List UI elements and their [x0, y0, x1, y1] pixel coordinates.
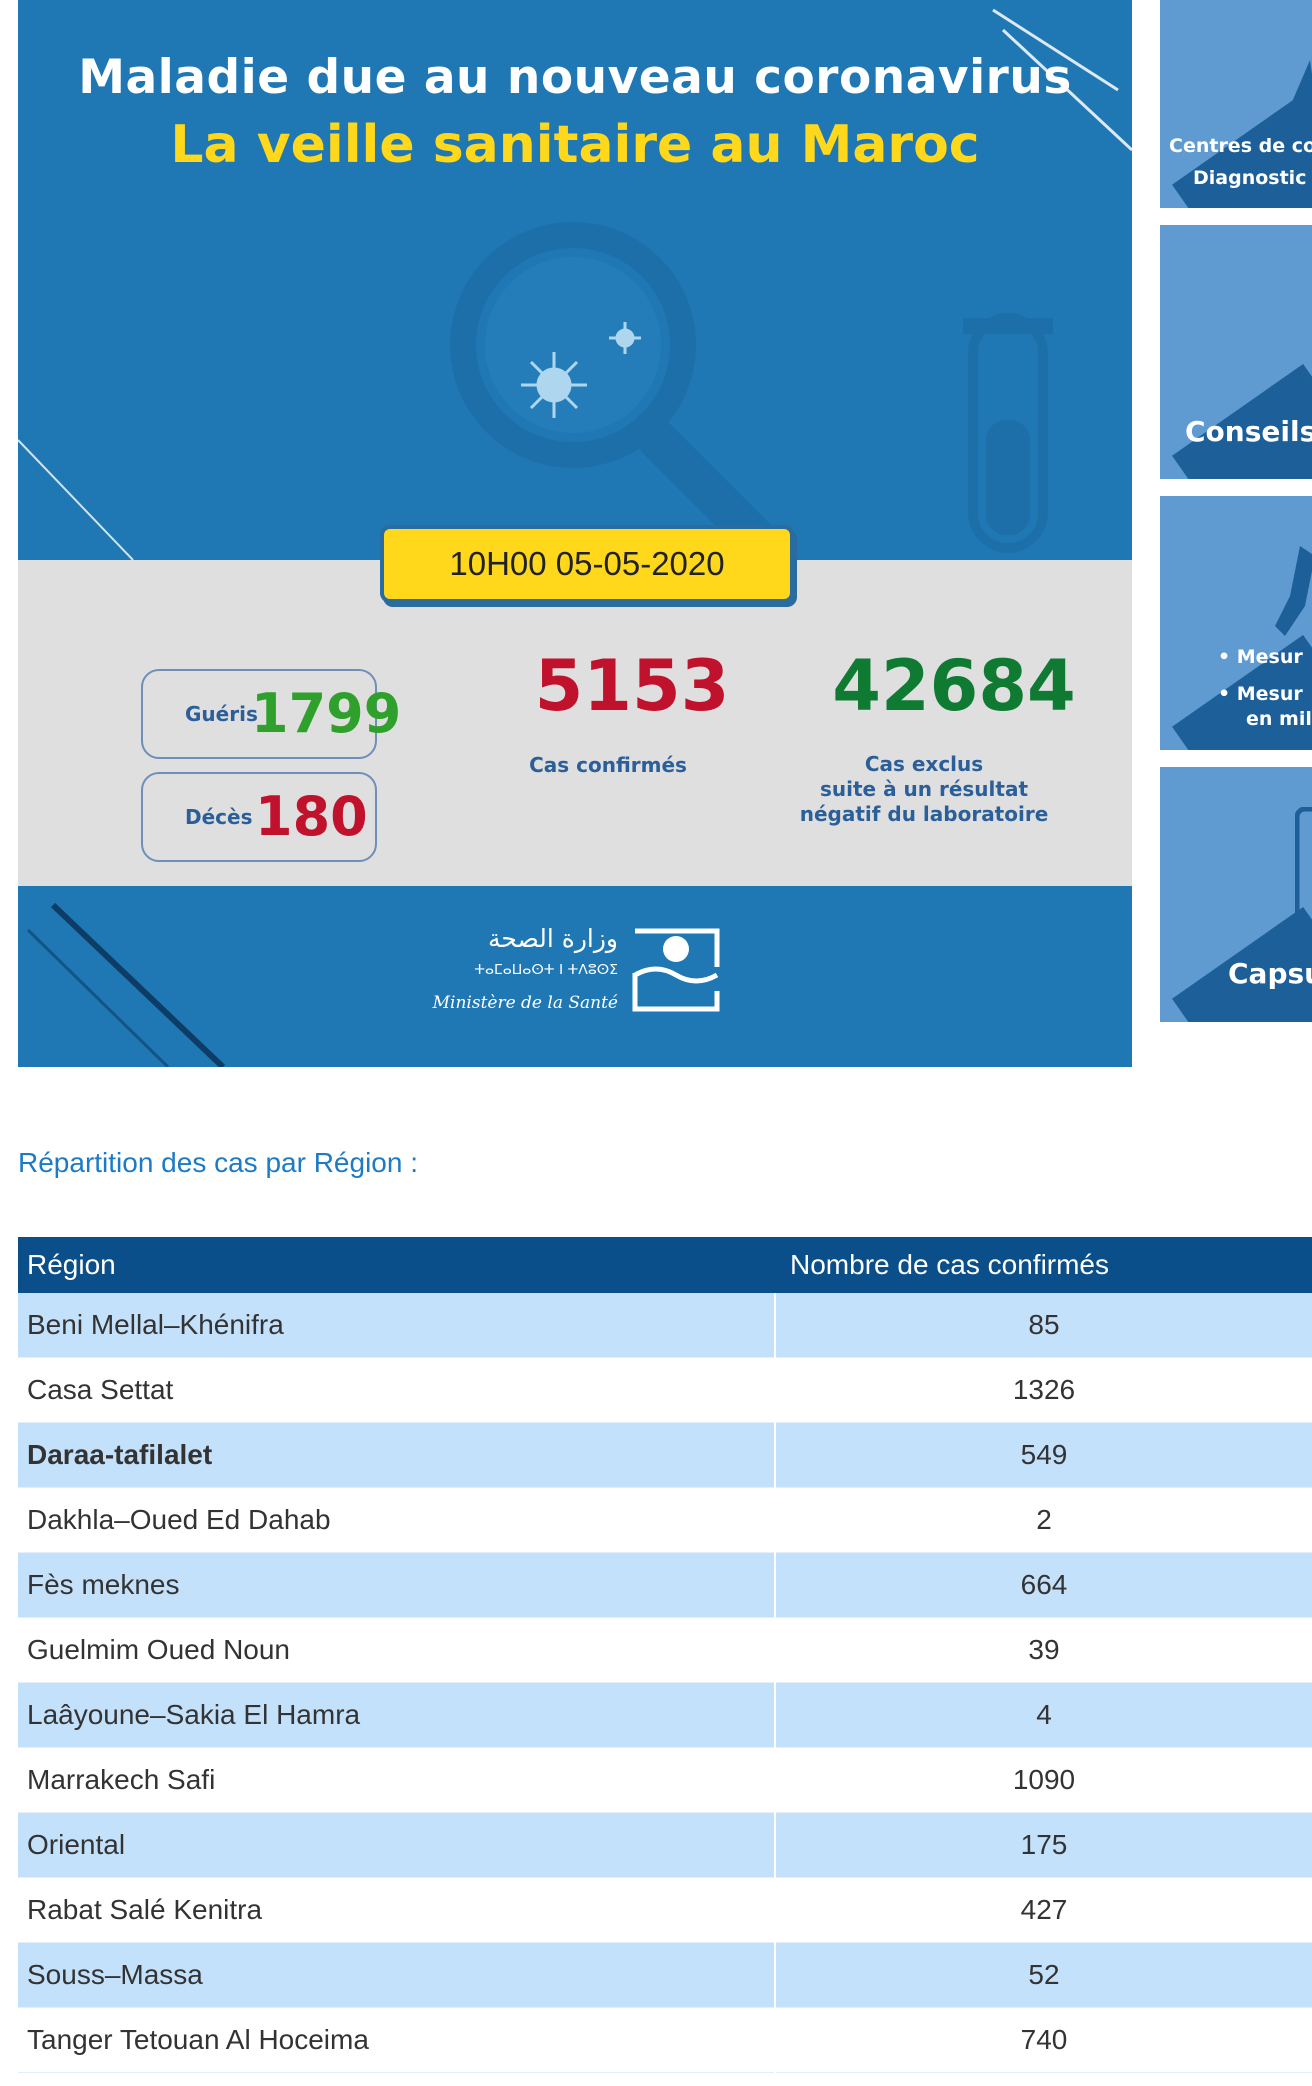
- excluded-label-line2: suite à un résultat: [819, 777, 1029, 801]
- excluded-value: 42684: [832, 645, 1076, 727]
- region-name: Marrakech Safi: [18, 1747, 776, 1813]
- region-name: Rabat Salé Kenitra: [18, 1877, 776, 1943]
- case-count: 427: [775, 1877, 1312, 1943]
- case-count: 4: [775, 1682, 1312, 1748]
- table-row: Dakhla–Oued Ed Dahab 2: [18, 1487, 1312, 1553]
- side-card-label: Centres de co: [1169, 135, 1312, 157]
- side-card-label: Capsu: [1228, 957, 1312, 990]
- recovered-box: Guéris 1799: [141, 669, 401, 759]
- ministry-logo-icon: [632, 928, 720, 1012]
- case-count: 175: [775, 1812, 1312, 1878]
- case-count: 1326: [775, 1357, 1312, 1423]
- deaths-label: Décès: [185, 805, 253, 829]
- ministry-french: Ministère de la Santé: [432, 993, 618, 1013]
- test-tube-icon: [963, 313, 1053, 553]
- person-icon: [1280, 60, 1312, 130]
- side-card-bullet-cont: en mil: [1246, 708, 1312, 730]
- deaths-box: Décès 180: [141, 772, 377, 862]
- region-name: Casa Settat: [18, 1357, 776, 1423]
- banner-title: Maladie due au nouveau coronavirus: [78, 50, 1072, 105]
- region-name: Laâyoune–Sakia El Hamra: [18, 1682, 776, 1748]
- table-row: Marrakech Safi 1090: [18, 1747, 1312, 1813]
- case-count: 664: [775, 1552, 1312, 1618]
- table-row: Rabat Salé Kenitra 427: [18, 1877, 1312, 1943]
- magnifier-icon: [450, 222, 798, 580]
- confirmed-value: 5153: [534, 645, 730, 727]
- region-name: Oriental: [18, 1812, 776, 1878]
- region-name: Guelmim Oued Noun: [18, 1617, 776, 1683]
- region-name: Daraa-tafilalet: [18, 1422, 776, 1488]
- side-card-sublabel: Diagnostic: [1193, 167, 1307, 189]
- confirmed-label: Cas confirmés: [529, 753, 687, 777]
- table-header-row: Région Nombre de cas confirmés: [18, 1237, 1312, 1293]
- side-card-mesures[interactable]: • Mesur • Mesur en mil: [1160, 496, 1312, 750]
- side-card-capsules[interactable]: Capsu: [1160, 767, 1312, 1022]
- ministry-tifinagh: ⵜⴰⵎⴰⵡⴰⵙⵜ ⵏ ⵜⴷⵓⵙⵉ: [474, 962, 618, 978]
- region-name: Souss–Massa: [18, 1942, 776, 2008]
- side-card-diagnostic-centres[interactable]: Centres de co Diagnostic: [1160, 0, 1312, 208]
- side-card-label: Conseils: [1185, 415, 1312, 448]
- banner-subtitle: La veille sanitaire au Maroc: [170, 115, 980, 175]
- person-icon: [1275, 546, 1312, 636]
- table-row: Fès meknes 664: [18, 1552, 1312, 1618]
- ministry-arabic: وزارة الصحة: [488, 924, 618, 953]
- case-count: 85: [775, 1293, 1312, 1358]
- virus-icon: [521, 322, 641, 418]
- table-row: Tanger Tetouan Al Hoceima 740: [18, 2007, 1312, 2073]
- case-count: 39: [775, 1617, 1312, 1683]
- region-name: Tanger Tetouan Al Hoceima: [18, 2007, 776, 2073]
- region-name: Dakhla–Oued Ed Dahab: [18, 1487, 776, 1553]
- covid-banner[interactable]: Maladie due au nouveau coronavirus La ve…: [18, 0, 1132, 1067]
- header-cases: Nombre de cas confirmés: [775, 1237, 1312, 1293]
- table-row: Beni Mellal–Khénifra 85: [18, 1293, 1312, 1358]
- phone-icon: [1295, 807, 1312, 927]
- header-region: Région: [18, 1237, 775, 1293]
- recovered-label: Guéris: [185, 702, 258, 726]
- table-row: Laâyoune–Sakia El Hamra 4: [18, 1682, 1312, 1748]
- banner-decoration: [18, 8, 1132, 1067]
- table-row: Casa Settat 1326: [18, 1357, 1312, 1423]
- side-card-bullet: • Mesur: [1218, 646, 1303, 668]
- recovered-value: 1799: [251, 682, 402, 745]
- cases-by-region-table: Région Nombre de cas confirmés Beni Mell…: [18, 1237, 1312, 2073]
- table-row: Oriental 175: [18, 1812, 1312, 1878]
- table-row: Guelmim Oued Noun 39: [18, 1617, 1312, 1683]
- section-title: Répartition des cas par Région :: [18, 1147, 418, 1178]
- case-count: 549: [775, 1422, 1312, 1488]
- deaths-value: 180: [255, 785, 368, 848]
- region-name: Fès meknes: [18, 1552, 776, 1618]
- case-count: 740: [775, 2007, 1312, 2073]
- side-card-conseils[interactable]: Conseils: [1160, 225, 1312, 479]
- excluded-label: Cas exclus suite à un résultat négatif d…: [754, 752, 1094, 827]
- date-badge: 10H00 05-05-2020: [380, 525, 794, 603]
- excluded-label-line1: Cas exclus: [864, 752, 984, 776]
- case-count: 1090: [775, 1747, 1312, 1813]
- region-name: Beni Mellal–Khénifra: [18, 1293, 776, 1358]
- case-count: 52: [775, 1942, 1312, 2008]
- table-row: Daraa-tafilalet 549: [18, 1422, 1312, 1488]
- case-count: 2: [775, 1487, 1312, 1553]
- excluded-label-line3: négatif du laboratoire: [799, 802, 1049, 826]
- side-card-bullet: • Mesur: [1218, 683, 1303, 705]
- table-row: Souss–Massa 52: [18, 1942, 1312, 2008]
